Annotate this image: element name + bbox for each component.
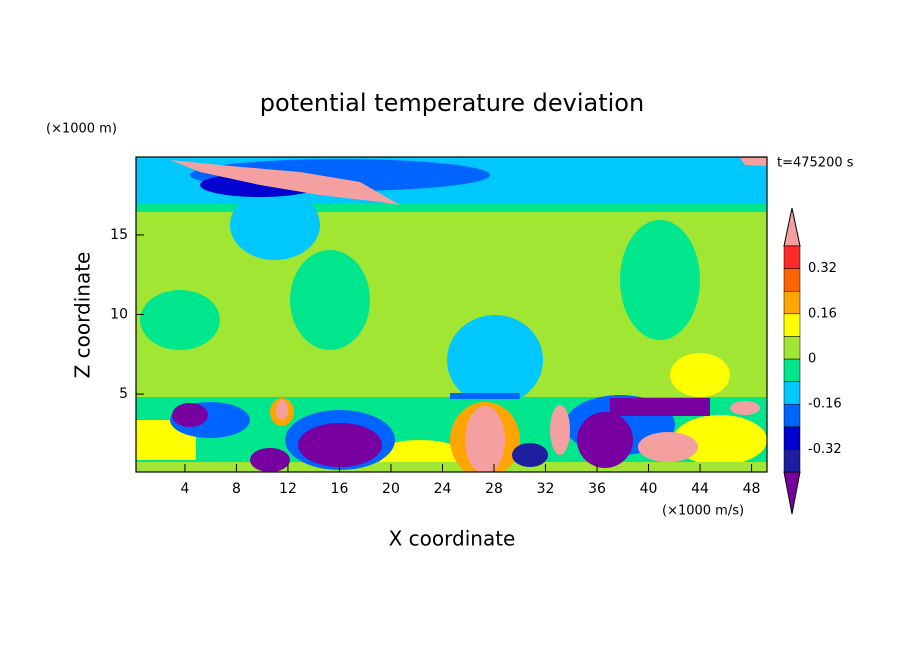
x-tick-label: 48 bbox=[743, 481, 761, 497]
contour-region bbox=[550, 405, 570, 455]
x-tick-label: 12 bbox=[279, 481, 297, 497]
contour-region bbox=[670, 353, 730, 397]
x-tick-label: 40 bbox=[640, 481, 658, 497]
colorbar-box bbox=[783, 358, 801, 382]
colorbar-box bbox=[783, 403, 801, 428]
contour-region bbox=[730, 401, 760, 415]
y-axis-title: Z coordinate bbox=[71, 252, 95, 379]
contour-region bbox=[230, 190, 320, 260]
x-tick-label: 36 bbox=[588, 481, 606, 497]
x-tick-label: 24 bbox=[434, 481, 452, 497]
contour-region bbox=[740, 158, 767, 166]
x-tick-label: 20 bbox=[382, 481, 400, 497]
colorbar-box bbox=[783, 290, 801, 315]
x-tick-label: 16 bbox=[331, 481, 349, 497]
y-unit: (×1000 m) bbox=[46, 122, 117, 137]
contour-region bbox=[298, 423, 382, 467]
colorbar-box bbox=[783, 336, 801, 360]
contour-region bbox=[620, 220, 700, 340]
contour-region bbox=[172, 403, 208, 427]
contour-region bbox=[250, 448, 290, 472]
contour-region bbox=[140, 290, 220, 350]
colorbar-box bbox=[783, 268, 801, 292]
colorbar-tick-label: 0 bbox=[808, 352, 816, 367]
x-tick-label: 4 bbox=[180, 481, 189, 497]
contour-region bbox=[638, 432, 698, 462]
colorbar-box bbox=[783, 313, 801, 337]
y-tick-label: 10 bbox=[110, 307, 128, 323]
x-tick-label: 32 bbox=[537, 481, 555, 497]
contour-region bbox=[136, 462, 767, 472]
contour-region bbox=[447, 315, 543, 405]
colorbar-box bbox=[783, 426, 801, 450]
colorbar-extend bbox=[783, 471, 801, 515]
colorbar-extend bbox=[783, 207, 801, 247]
y-tick-label: 15 bbox=[110, 227, 128, 243]
contour-region bbox=[673, 415, 767, 465]
chart-title: potential temperature deviation bbox=[260, 89, 644, 117]
x-tick-label: 8 bbox=[232, 481, 241, 497]
contour-region bbox=[610, 398, 710, 416]
contour-region bbox=[465, 406, 505, 472]
colorbar-tick-label: 0.16 bbox=[808, 306, 837, 321]
contour-region bbox=[577, 412, 633, 468]
contour-region bbox=[290, 250, 370, 350]
colorbar-tick-label: -0.32 bbox=[808, 442, 842, 457]
x-tick-label: 28 bbox=[485, 481, 503, 497]
x-unit: (×1000 m/s) bbox=[662, 504, 744, 519]
time-label: t=475200 s bbox=[777, 156, 854, 171]
colorbar-box bbox=[783, 381, 801, 405]
colorbar-tick-label: 0.32 bbox=[808, 261, 837, 276]
contour-region bbox=[512, 443, 548, 467]
x-tick-label: 44 bbox=[691, 481, 709, 497]
colorbar-tick-label: -0.16 bbox=[808, 397, 842, 412]
contour-region bbox=[170, 160, 400, 205]
contour-region bbox=[450, 393, 520, 399]
y-tick-label: 5 bbox=[119, 386, 128, 402]
contour-region bbox=[276, 400, 288, 420]
x-axis-title: X coordinate bbox=[389, 527, 516, 551]
colorbar-box bbox=[783, 449, 801, 473]
contour-field bbox=[136, 157, 767, 472]
colorbar-box bbox=[783, 245, 801, 269]
